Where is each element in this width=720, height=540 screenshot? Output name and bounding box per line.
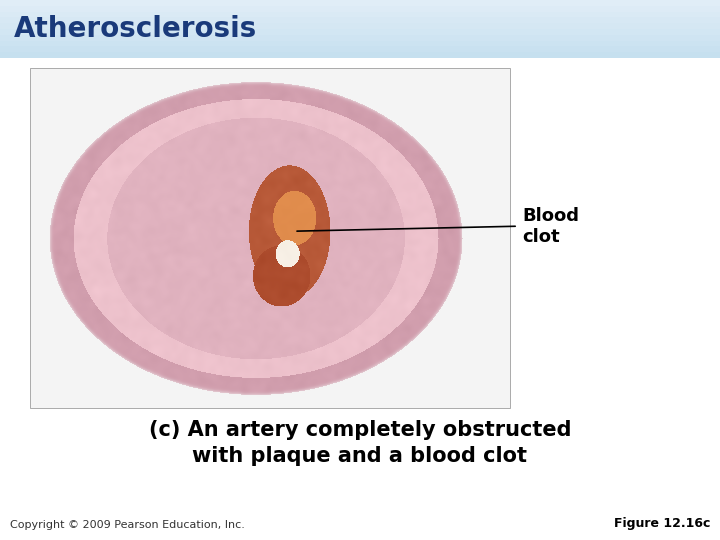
Text: Copyright © 2009 Pearson Education, Inc.: Copyright © 2009 Pearson Education, Inc. [10,520,245,530]
Text: (c) An artery completely obstructed: (c) An artery completely obstructed [149,420,571,440]
Text: with plaque and a blood clot: with plaque and a blood clot [192,446,528,466]
Text: Blood
clot: Blood clot [522,207,579,246]
Text: Atherosclerosis: Atherosclerosis [14,15,257,43]
Text: Figure 12.16c: Figure 12.16c [613,517,710,530]
Bar [30,68,510,408]
